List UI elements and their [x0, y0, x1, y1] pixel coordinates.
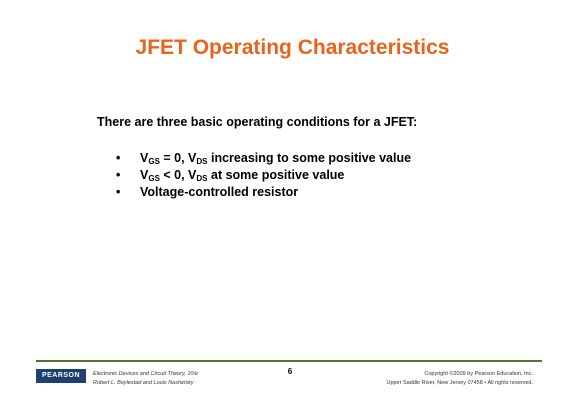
bullet-item-1: • VGS = 0, VDS increasing to some positiv… — [116, 150, 411, 167]
bullet-dot: • — [116, 151, 121, 165]
voltage-symbol: V — [140, 168, 149, 182]
copyright-notice: Copyright ©2009 by Pearson Education, In… — [386, 370, 533, 388]
subscript-gs: GS — [148, 174, 160, 183]
book-authors-line: Robert L. Boylestad and Louis Nashelsky — [93, 380, 194, 386]
bullet-text: at some positive value — [207, 168, 345, 182]
voltage-symbol: V — [140, 151, 149, 165]
subscript-ds: DS — [196, 174, 208, 183]
copyright-line-2: Upper Saddle River, New Jersey 07458 • A… — [386, 380, 533, 386]
bullet-text: < 0, V — [159, 168, 197, 182]
slide-title: JFET Operating Characteristics — [135, 36, 450, 59]
bullet-list: • VGS = 0, VDS increasing to some positiv… — [116, 150, 411, 201]
subscript-ds: DS — [196, 157, 208, 166]
bullet-item-2: • VGS < 0, VDS at some positive value — [116, 167, 411, 184]
intro-text: There are three basic operating conditio… — [97, 115, 418, 129]
book-title-line: Electronic Devices and Circuit Theory, 1… — [93, 371, 199, 377]
bullet-dot: • — [116, 168, 121, 182]
book-citation: Electronic Devices and Circuit Theory, 1… — [93, 370, 198, 388]
footer-divider — [36, 360, 542, 362]
bullet-text: increasing to some positive value — [207, 151, 412, 165]
bullet-item-3: • Voltage-controlled resistor — [116, 184, 411, 201]
bullet-text: Voltage-controlled resistor — [140, 185, 299, 199]
copyright-line-1: Copyright ©2009 by Pearson Education, In… — [424, 371, 533, 377]
page-number: 6 — [287, 367, 293, 376]
bullet-text: = 0, V — [159, 151, 197, 165]
subscript-gs: GS — [148, 157, 160, 166]
pearson-logo: PEARSON — [36, 369, 86, 383]
bullet-dot: • — [116, 185, 121, 199]
